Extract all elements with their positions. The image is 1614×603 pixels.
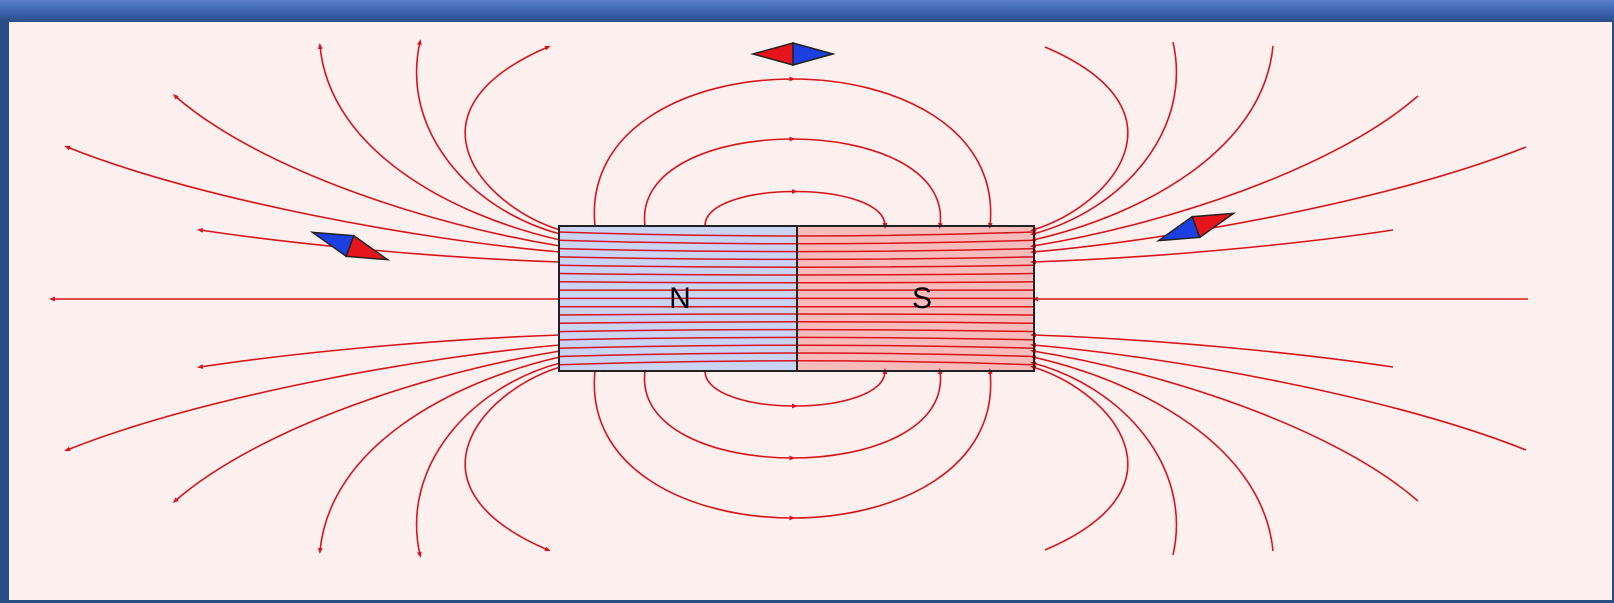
field-line <box>593 370 796 521</box>
field-line <box>792 78 993 229</box>
field-line <box>792 368 993 519</box>
field-line <box>1030 146 1527 255</box>
field-line <box>64 344 561 452</box>
external-field-lines <box>49 39 1528 558</box>
field-line <box>1030 365 1129 551</box>
field-line <box>704 370 798 409</box>
field-line <box>172 94 561 247</box>
field-line <box>1030 46 1129 232</box>
field-line <box>1030 45 1274 242</box>
field-line <box>704 189 798 227</box>
field-line <box>794 190 888 229</box>
field-line <box>464 366 561 552</box>
compass-needle-left <box>309 231 391 261</box>
field-line <box>794 368 888 407</box>
field-line <box>464 45 561 231</box>
field-line <box>415 362 561 558</box>
field-line <box>172 350 561 503</box>
field-line <box>1030 342 1527 451</box>
field-line <box>64 145 561 253</box>
field-line <box>792 138 943 229</box>
field-line <box>1030 355 1274 552</box>
south-pole-label: S <box>912 282 932 315</box>
field-line <box>593 76 796 227</box>
field-line <box>1030 229 1394 265</box>
north-pole-label: N <box>669 282 691 315</box>
field-line <box>1030 332 1394 368</box>
field-line <box>317 43 561 241</box>
field-line <box>1030 361 1178 556</box>
field-line <box>1030 95 1419 248</box>
field-line <box>643 370 796 461</box>
compass-needle-top <box>750 42 836 66</box>
field-line <box>1030 41 1178 236</box>
field-line <box>415 39 561 235</box>
field-line <box>792 368 943 459</box>
field-line <box>317 356 561 554</box>
compass-needle-right <box>1155 212 1237 242</box>
field-line <box>1030 349 1419 502</box>
field-line <box>197 334 561 369</box>
field-line <box>643 136 796 227</box>
